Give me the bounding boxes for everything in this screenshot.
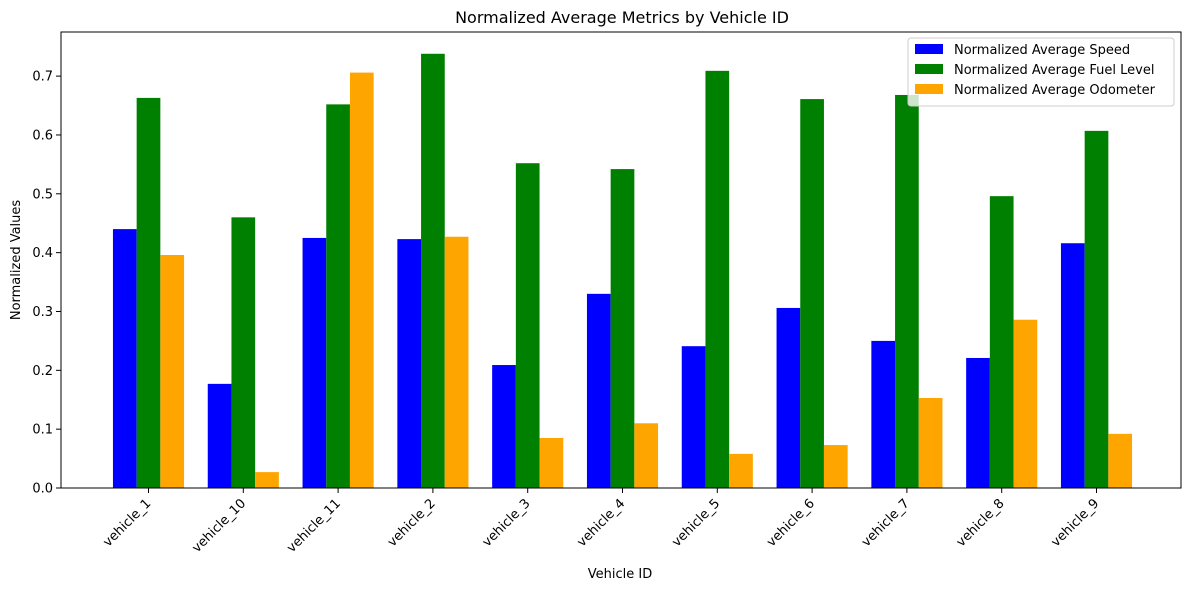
bar-series-3-vehicle_11 [349,72,374,488]
y-tick-label: 0.3 [32,305,53,320]
bar-series-1-vehicle_4 [586,293,611,488]
x-axis-label: Vehicle ID [588,567,652,582]
bar-series-3-vehicle_2 [444,236,469,488]
bar-series-2-vehicle_10 [231,217,256,488]
bar-series-2-vehicle_8 [989,196,1014,488]
legend-label: Normalized Average Speed [954,43,1130,58]
bar-series-3-vehicle_10 [255,472,279,488]
legend-swatch [915,64,943,74]
bar-series-2-vehicle_1 [136,97,161,489]
bar-series-3-vehicle_6 [823,445,848,488]
bar-series-1-vehicle_11 [302,237,327,488]
y-tick-label: 0.7 [32,70,53,85]
bar-series-3-vehicle_9 [1108,433,1133,488]
bar-series-3-vehicle_1 [160,255,185,488]
bar-series-1-vehicle_9 [1060,243,1085,488]
bar-series-2-vehicle_11 [326,104,350,489]
bar-series-3-vehicle_8 [1013,319,1038,488]
bar-series-1-vehicle_2 [397,239,422,488]
bar-series-3-vehicle_4 [634,423,659,488]
legend-label: Normalized Average Odometer [954,83,1156,98]
y-tick-label: 0.1 [32,423,53,438]
legend-swatch [915,84,943,94]
bar-series-1-vehicle_8 [966,357,990,488]
legend-box [907,37,1175,107]
bar-series-1-vehicle_1 [112,229,137,489]
y-axis-ticks: 0.0 0.1 0.2 0.3 0.4 0.5 0.6 0.7 [32,70,61,497]
y-tick-label: 0.6 [32,128,53,143]
bar-series-3-vehicle_7 [918,397,943,488]
legend: Normalized Average Speed Normalized Avera… [907,37,1175,107]
bar-series-2-vehicle_3 [515,163,540,488]
bar-series-1-vehicle_3 [492,365,516,488]
bar-series-2-vehicle_7 [895,94,919,489]
bar-series-2-vehicle_2 [421,53,445,489]
bars-group [112,53,1133,489]
y-tick-label: 0.4 [32,246,53,261]
bar-series-1-vehicle_5 [681,346,706,488]
bar-series-1-vehicle_7 [871,340,896,488]
bar-series-2-vehicle_4 [610,169,635,488]
y-tick-label: 0.0 [32,482,53,497]
legend-swatch [915,44,943,54]
y-axis-label: Normalized Values [9,200,24,321]
y-tick-label: 0.5 [32,187,53,202]
plot-frame [60,31,1182,489]
bar-series-1-vehicle_6 [776,307,801,488]
bar-series-2-vehicle_6 [800,99,824,488]
chart-title: Normalized Average Metrics by Vehicle ID [455,8,789,27]
legend-label: Normalized Average Fuel Level [954,63,1154,78]
bar-series-3-vehicle_5 [729,453,753,488]
bar-series-3-vehicle_3 [539,437,564,488]
bar-series-2-vehicle_9 [1084,130,1109,488]
bar-series-1-vehicle_10 [207,383,232,488]
bar-series-2-vehicle_5 [705,70,730,488]
y-tick-label: 0.2 [32,364,53,379]
